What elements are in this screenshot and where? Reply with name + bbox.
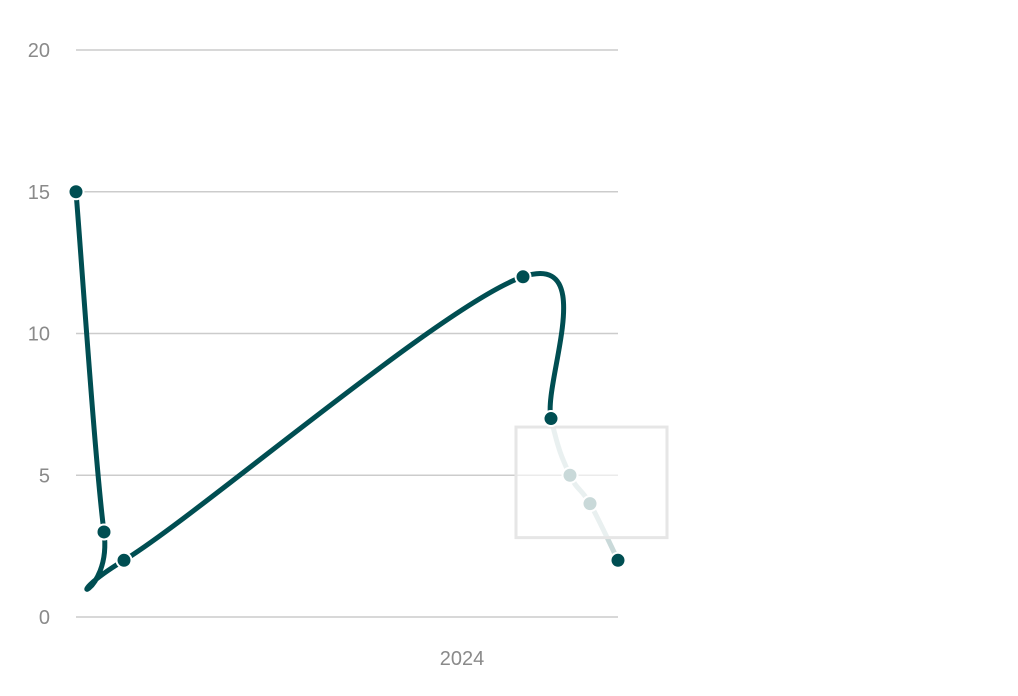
- y-tick-label: 20: [28, 40, 50, 62]
- data-point[interactable]: [609, 551, 627, 569]
- data-point[interactable]: [115, 551, 133, 569]
- x-tick-label: 2024: [440, 648, 485, 670]
- data-point[interactable]: [514, 268, 532, 286]
- data-point[interactable]: [561, 466, 579, 484]
- series-line-segment: [520, 271, 567, 422]
- data-point[interactable]: [581, 495, 599, 513]
- series-line-segment: [121, 274, 526, 563]
- data-point[interactable]: [542, 410, 560, 428]
- y-axis-ticks: 0 5 10 15 20: [28, 40, 50, 629]
- y-tick-label: 10: [28, 324, 50, 346]
- series-line-segment: [84, 529, 127, 592]
- y-tick-label: 15: [28, 182, 50, 204]
- y-tick-label: 5: [39, 465, 50, 487]
- series-line-segment: [73, 189, 107, 535]
- x-axis-ticks: 2024: [440, 648, 485, 670]
- series-points: [67, 183, 627, 569]
- data-point[interactable]: [67, 183, 85, 201]
- selection-box[interactable]: [514, 425, 669, 540]
- data-point[interactable]: [95, 523, 113, 541]
- y-tick-label: 0: [39, 607, 50, 629]
- selection-layer: [514, 425, 669, 540]
